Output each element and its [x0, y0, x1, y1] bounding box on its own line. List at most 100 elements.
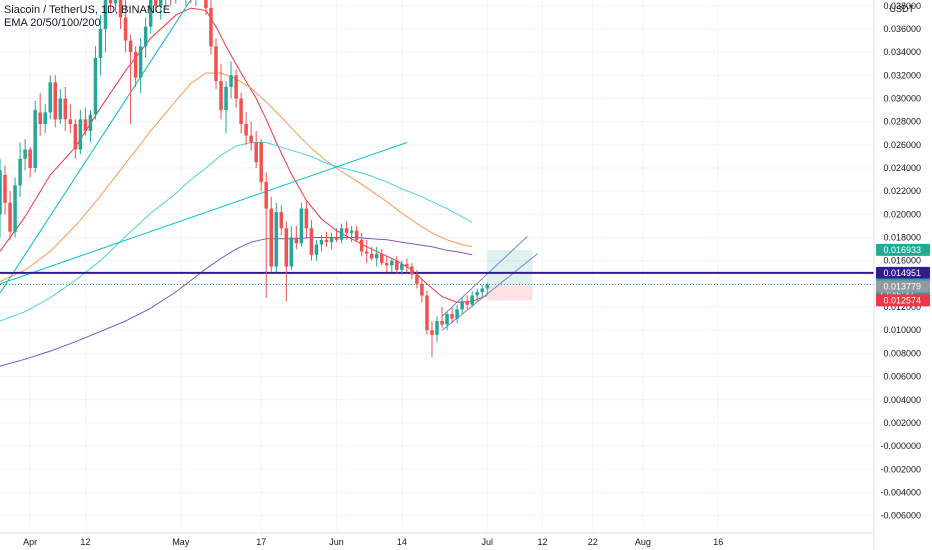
x-tick-label: 16: [713, 537, 723, 547]
candle-up: [58, 98, 63, 120]
candle-up: [480, 288, 484, 292]
x-tick-label: 17: [256, 537, 266, 547]
y-tick-label: 0.006000: [883, 372, 921, 382]
y-tick-label: 0.038000: [883, 1, 921, 11]
price-tag-label: 0.014951: [883, 268, 921, 278]
candle-down: [385, 263, 389, 266]
price-tag-label: 0.016933: [883, 245, 921, 255]
ema-line: [0, 237, 473, 367]
y-tick-label: 0.020000: [883, 209, 921, 219]
candle-down: [239, 98, 243, 124]
candle-up: [18, 158, 22, 186]
y-tick-label: 0.022000: [883, 186, 921, 196]
candle-up: [390, 260, 394, 266]
candle-up: [314, 244, 319, 255]
candle-up: [445, 314, 449, 325]
candle-down: [369, 253, 374, 259]
y-tick-label: 0.010000: [883, 325, 921, 335]
y-tick-label: 0.032000: [883, 70, 921, 80]
x-tick-label: Aug: [635, 537, 651, 547]
candle-up: [78, 119, 83, 150]
candle-down: [8, 202, 12, 232]
candle-up: [103, 0, 108, 29]
candle-down: [219, 81, 223, 111]
y-tick-label: 0.034000: [883, 47, 921, 57]
candle-up: [470, 295, 474, 305]
x-tick-label: 12: [537, 537, 547, 547]
candle-down: [68, 119, 73, 124]
x-tick-label: Apr: [23, 537, 37, 547]
candle-down: [3, 174, 7, 203]
candle-up: [0, 170, 2, 215]
candle-up: [274, 212, 279, 267]
y-tick-label: 0.016000: [883, 256, 921, 266]
candle-down: [395, 260, 399, 270]
candle-down: [440, 320, 444, 325]
candle-down: [450, 314, 454, 319]
candle-down: [410, 266, 414, 275]
candle-up: [113, 0, 118, 4]
candle-down: [259, 142, 263, 182]
x-tick-label: 14: [397, 537, 407, 547]
candle-up: [158, 0, 163, 6]
y-tick-label: 0.004000: [883, 395, 921, 405]
trendline: [0, 0, 192, 294]
price-tag-badge: [876, 294, 930, 307]
symbol-header: Siacoin / TetherUS, 1D, BINANCE: [4, 4, 171, 16]
price-tag-badge: [876, 266, 930, 279]
candle-down: [304, 208, 309, 229]
price-tag-label: 0.012574: [883, 295, 921, 305]
candle-up: [229, 75, 233, 87]
candle-down: [359, 239, 364, 252]
quote-unit-label: USDT: [890, 4, 915, 14]
price-tag-label: 0.013779: [883, 281, 921, 291]
candle-down: [379, 253, 384, 264]
y-tick-label: 0.008000: [883, 348, 921, 358]
candle-up: [43, 112, 47, 124]
candle-up: [460, 301, 464, 310]
indicator-legend: EMA 20/50/100/200: [4, 17, 101, 29]
candle-up: [299, 208, 304, 244]
ema-line: [0, 142, 473, 322]
candle-up: [13, 185, 17, 232]
candle-down: [204, 0, 208, 9]
candle-down: [344, 228, 349, 233]
price-tag-badge: [876, 280, 930, 293]
y-tick-label: -0.006000: [880, 511, 921, 521]
candle-down: [465, 301, 469, 305]
y-tick-label: 0.030000: [883, 93, 921, 103]
y-tick-label: 0.026000: [883, 140, 921, 150]
candle-up: [455, 309, 459, 319]
candle-down: [254, 142, 258, 163]
candle-down: [264, 181, 268, 209]
candle-down: [294, 237, 299, 244]
candle-up: [289, 237, 294, 267]
candle-up: [48, 82, 52, 113]
x-tick-label: Jul: [481, 537, 493, 547]
candle-up: [88, 114, 93, 131]
candle-down: [128, 40, 133, 53]
candle-up: [23, 149, 27, 159]
y-tick-label: -0.002000: [880, 464, 921, 474]
candle-down: [108, 0, 113, 4]
candle-up: [93, 57, 98, 115]
candle-up: [138, 46, 143, 78]
candle-up: [339, 228, 344, 240]
candle-down: [214, 46, 218, 82]
y-tick-label: 0.024000: [883, 163, 921, 173]
position-stop-zone: [487, 284, 533, 301]
price-tag-badge: [876, 243, 930, 256]
candle-down: [209, 8, 213, 47]
candle-down: [415, 274, 419, 284]
trendline: [441, 236, 528, 317]
x-tick-label: 12: [80, 537, 90, 547]
candle-up: [33, 110, 37, 169]
y-tick-label: 0.002000: [883, 418, 921, 428]
candle-down: [364, 251, 369, 254]
candle-down: [334, 237, 339, 240]
x-tick-label: Jun: [329, 537, 344, 547]
plot-area: [0, 0, 874, 367]
candle-down: [38, 112, 42, 124]
